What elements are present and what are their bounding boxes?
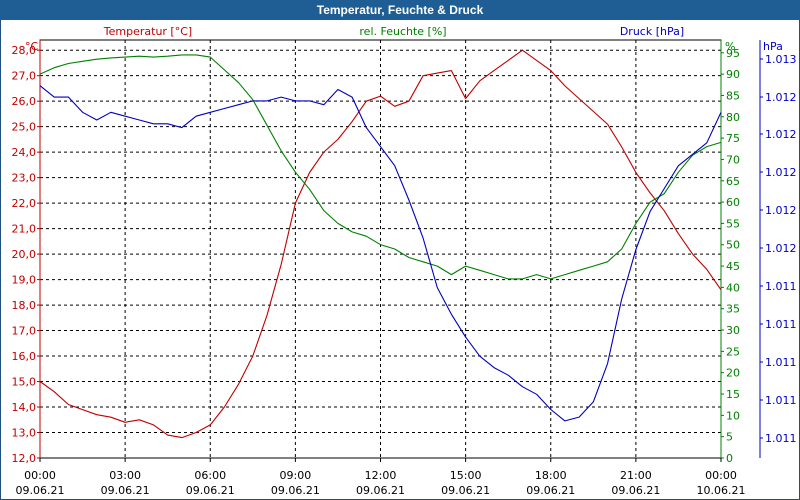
temperature-tick-label: 17,0 [12,325,37,338]
x-tick-time: 15:00 [450,469,482,482]
pressure-tick-label: 1.012 [765,204,797,217]
humidity-tick-label: 55 [726,217,740,230]
x-tick-time: 00:00 [24,469,56,482]
x-tick-time: 12:00 [365,469,397,482]
pressure-tick-label: 1.011 [765,356,797,369]
humidity-tick-label: 60 [726,196,740,209]
x-tick-time: 03:00 [109,469,141,482]
humidity-tick-label: 35 [726,303,740,316]
pressure-line [39,85,722,422]
temperature-tick-label: 22,0 [12,197,37,210]
humidity-unit-label: % [725,40,735,53]
humidity-series-label: rel. Feuchte [%] [359,25,446,38]
temperature-tick-label: 14,0 [12,401,37,414]
x-tick-date: 09.06.21 [271,484,320,497]
temperature-tick-label: 27,0 [12,70,37,83]
pressure-tick-label: 1.012 [765,91,797,104]
pressure-tick-label: 1.012 [765,128,797,141]
pressure-tick-label: 1.011 [765,432,797,445]
temperature-tick-label: 25,0 [12,121,37,134]
humidity-tick-label: 80 [726,111,740,124]
humidity-line [39,54,722,280]
pressure-tick-label: 1.011 [765,318,797,331]
temperature-tick-label: 24,0 [12,146,37,159]
temperature-tick-label: 16,0 [12,350,37,363]
humidity-tick-label: 20 [726,367,740,380]
pressure-tick-label: 1.013 [765,53,797,66]
x-tick-time: 09:00 [280,469,312,482]
humidity-tick-label: 75 [726,132,740,145]
humidity-tick-label: 30 [726,324,740,337]
x-tick-date: 09.06.21 [16,484,65,497]
x-tick-time: 18:00 [535,469,567,482]
chart-title: Temperatur, Feuchte & Druck [0,0,800,20]
humidity-tick-label: 5 [726,431,733,444]
temperature-tick-label: 23,0 [12,172,37,185]
temperature-tick-label: 18,0 [12,299,37,312]
temperature-unit-label: °C [25,40,39,53]
humidity-tick-label: 50 [726,239,740,252]
x-tick-date: 09.06.21 [186,484,235,497]
humidity-tick-label: 40 [726,281,740,294]
pressure-tick-label: 1.012 [765,166,797,179]
x-tick-time: 00:00 [705,469,737,482]
x-tick-date: 09.06.21 [101,484,150,497]
humidity-tick-label: 90 [726,68,740,81]
temperature-tick-label: 15,0 [12,376,37,389]
x-tick-date: 09.06.21 [611,484,660,497]
humidity-tick-label: 0 [726,452,733,465]
humidity-tick-label: 85 [726,89,740,102]
x-tick-date: 09.06.21 [441,484,490,497]
pressure-series-label: Druck [hPa] [620,25,684,38]
humidity-tick-label: 65 [726,175,740,188]
x-tick-date: 09.06.21 [356,484,405,497]
temperature-series-label: Temperatur [°C] [103,25,192,38]
temperature-tick-label: 28,0 [12,44,37,57]
humidity-tick-label: 70 [726,153,740,166]
pressure-tick-label: 1.011 [765,394,797,407]
temperature-line [39,49,722,439]
temperature-tick-label: 13,0 [12,427,37,440]
temperature-tick-label: 12,0 [12,452,37,465]
x-tick-time: 06:00 [194,469,226,482]
pressure-tick-label: 1.011 [765,280,797,293]
x-tick-date: 09.06.21 [526,484,575,497]
temperature-tick-label: 26,0 [12,95,37,108]
humidity-tick-label: 25 [726,345,740,358]
humidity-tick-label: 45 [726,260,740,273]
humidity-tick-label: 95 [726,47,740,60]
humidity-tick-label: 10 [726,409,740,422]
temperature-tick-label: 21,0 [12,223,37,236]
pressure-unit-label: hPa [763,40,783,53]
humidity-tick-label: 15 [726,388,740,401]
pressure-tick-label: 1.012 [765,242,797,255]
temperature-tick-label: 19,0 [12,274,37,287]
x-tick-date: 10.06.21 [697,484,746,497]
temperature-tick-label: 20,0 [12,248,37,261]
x-tick-time: 21:00 [620,469,652,482]
